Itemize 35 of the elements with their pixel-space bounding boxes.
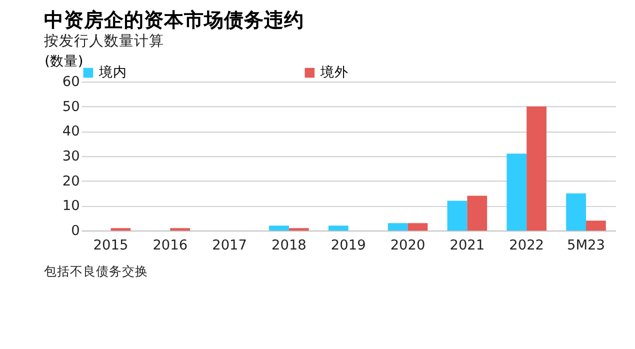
- legend-label: 境外: [319, 64, 348, 81]
- x-tick-label: 2015: [93, 238, 128, 254]
- y-tick-label: 50: [62, 98, 80, 115]
- x-tick-label: 2022: [509, 238, 544, 254]
- y-tick-label: 10: [62, 198, 80, 214]
- bar: [328, 226, 348, 231]
- legend-label: 境内: [98, 64, 127, 81]
- bar: [269, 226, 289, 231]
- y-tick-label: 60: [62, 74, 80, 90]
- bar: [288, 228, 309, 231]
- bar: [408, 223, 428, 231]
- y-tick-label: 20: [62, 173, 80, 190]
- bar: [110, 228, 131, 231]
- text: 包括不良债务交换: [44, 264, 148, 280]
- bar: [586, 220, 606, 231]
- bar: [506, 154, 527, 231]
- chart-subtitle: 按发行人数量计算: [44, 32, 164, 50]
- x-tick-label: 2017: [212, 238, 247, 254]
- chart-title: 中资房企的资本市场债务违约: [44, 8, 304, 32]
- y-tick-label: 0: [71, 222, 80, 239]
- bar: [447, 200, 468, 231]
- y-tick-label: 30: [62, 148, 80, 164]
- bar: [526, 106, 546, 231]
- bar: [388, 223, 408, 231]
- bar: [467, 196, 488, 231]
- x-tick-label: 5M23: [567, 238, 605, 254]
- x-tick-label: 2019: [330, 238, 366, 254]
- bar: [566, 193, 586, 231]
- x-tick-label: 2021: [450, 238, 485, 254]
- x-tick-label: 2016: [152, 238, 188, 254]
- y-tick-label: 40: [62, 124, 80, 140]
- y-axis-title: (数量): [44, 53, 84, 70]
- x-tick-label: 2018: [272, 238, 306, 254]
- bar: [170, 228, 190, 231]
- x-tick-label: 2020: [390, 238, 426, 254]
